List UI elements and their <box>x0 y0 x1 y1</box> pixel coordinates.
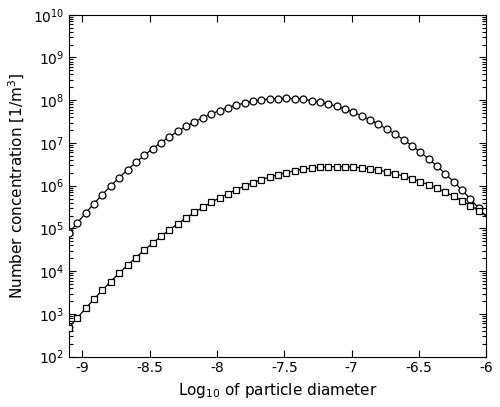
X-axis label: Log$_{10}$ of particle diameter: Log$_{10}$ of particle diameter <box>178 381 378 400</box>
Y-axis label: Number concentration [1/m$^3$]: Number concentration [1/m$^3$] <box>7 72 27 299</box>
